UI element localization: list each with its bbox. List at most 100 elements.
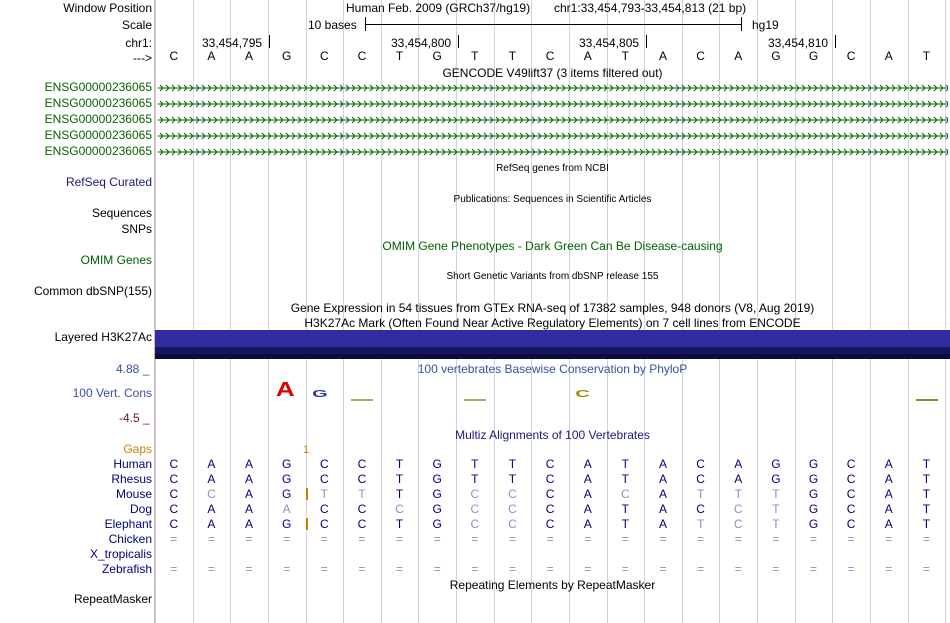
aligned-base: T (621, 472, 630, 486)
common-dbsnp-label[interactable]: Common dbSNP(155) (33, 284, 152, 298)
aligned-base: C (169, 487, 179, 501)
species-label[interactable]: Rhesus (111, 472, 152, 486)
aligned-base: A (245, 472, 254, 486)
gene-label[interactable]: ENSG00000236065 (44, 112, 152, 126)
aligned-base: = (697, 532, 705, 546)
logo-letter: A (275, 379, 295, 401)
species-label[interactable]: Elephant (104, 517, 152, 531)
aligned-base: G (771, 472, 781, 486)
gene-feature[interactable] (158, 98, 948, 110)
aligned-base: = (621, 532, 629, 546)
aligned-base: T (395, 487, 404, 501)
coord-tick-mark (269, 35, 270, 48)
gene-label[interactable]: ENSG00000236065 (44, 80, 152, 94)
aligned-base: A (884, 502, 893, 516)
aligned-base: = (734, 562, 742, 576)
aligned-base: G (808, 502, 819, 516)
gene-feature[interactable] (158, 146, 948, 158)
scale-label: Scale (121, 18, 152, 32)
window-position-label: Window Position (63, 1, 152, 15)
aligned-base: C (846, 457, 856, 471)
grid-line (493, 0, 495, 623)
aligned-base: = (396, 532, 404, 546)
omim-genes-label[interactable]: OMIM Genes (80, 253, 152, 267)
aligned-base: C (470, 517, 480, 531)
gene-feature[interactable] (158, 82, 948, 94)
layered-h3k27ac-label[interactable]: Layered H3K27Ac (54, 330, 152, 344)
aligned-base: = (734, 532, 742, 546)
multiz-title: Multiz Alignments of 100 Vertebrates (455, 428, 650, 442)
coord-tick: 33,454,805 (579, 36, 640, 50)
aligned-base: T (621, 502, 630, 516)
aligned-base: G (432, 517, 442, 531)
h3k27ac-signal[interactable] (155, 330, 950, 359)
aligned-base: T (922, 487, 931, 501)
aligned-base: = (207, 562, 215, 576)
aligned-base: A (884, 487, 893, 501)
coord-tick: 33,454,800 (391, 36, 452, 50)
aligned-base: G (432, 487, 442, 501)
species-label[interactable]: Chicken (108, 532, 152, 546)
gene-label[interactable]: ENSG00000236065 (44, 128, 152, 142)
aligned-base: = (659, 532, 667, 546)
repeatmasker-title: Repeating Elements by RepeatMasker (449, 578, 656, 592)
publications-title: Publications: Sequences in Scientific Ar… (453, 194, 652, 205)
aligned-base: = (809, 532, 817, 546)
conservation-mark (351, 399, 374, 401)
aligned-base: C (169, 457, 179, 471)
gene-label[interactable]: ENSG00000236065 (44, 144, 152, 158)
aligned-base: = (621, 562, 629, 576)
sequences-label[interactable]: Sequences (91, 206, 152, 220)
label-separator (154, 0, 155, 623)
aligned-base: A (658, 487, 667, 501)
grid-line (456, 0, 458, 623)
insertion-marker (306, 518, 308, 530)
reference-base: G (808, 49, 819, 63)
aligned-base: T (922, 517, 931, 531)
base-grid (155, 0, 950, 623)
species-label[interactable]: Zebrafish (101, 562, 152, 576)
aligned-base: G (432, 457, 442, 471)
gaps-label: Gaps (123, 442, 152, 456)
aligned-base: = (584, 532, 592, 546)
species-label[interactable]: Dog (129, 502, 152, 516)
aligned-base: G (808, 487, 819, 501)
conservation-mark (915, 399, 938, 401)
reference-base: C (545, 49, 555, 63)
aligned-base: A (658, 457, 667, 471)
phylop-max: 4.88 _ (116, 362, 150, 376)
grid-line (794, 0, 796, 623)
snps-label[interactable]: SNPs (121, 222, 152, 236)
refseq-curated-label[interactable]: RefSeq Curated (65, 175, 152, 189)
reference-base: A (207, 49, 216, 63)
species-label[interactable]: Mouse (115, 487, 152, 501)
aligned-base: = (283, 532, 291, 546)
vert-cons-label[interactable]: 100 Vert. Cons (72, 386, 152, 400)
gene-strand-icon (158, 84, 948, 92)
phylop-title: 100 vertebrates Basewise Conservation by… (417, 362, 688, 376)
aligned-base: = (847, 562, 855, 576)
aligned-base: C (696, 502, 705, 516)
species-label[interactable]: Human (113, 457, 152, 471)
gene-feature[interactable] (158, 130, 948, 142)
grid-line (945, 0, 947, 623)
reference-base: T (508, 49, 517, 63)
species-label[interactable]: X_tropicalis (89, 547, 152, 561)
gene-label[interactable]: ENSG00000236065 (44, 96, 152, 110)
repeatmasker-label[interactable]: RepeatMasker (73, 592, 152, 606)
gencode-title[interactable]: GENCODE V49lift37 (3 items filtered out) (442, 66, 663, 80)
reference-base: G (282, 49, 292, 63)
gene-strand-icon (158, 116, 948, 124)
position-readout[interactable]: chr1:33,454,793-33,454,813 (21 bp) (554, 1, 747, 15)
reference-base: A (658, 49, 667, 63)
gene-feature[interactable] (158, 114, 948, 126)
aligned-base: G (282, 517, 292, 531)
aligned-base: T (772, 517, 780, 531)
aligned-base: T (395, 457, 404, 471)
aligned-base: = (320, 562, 328, 576)
coord-tick: 33,454,795 (202, 36, 263, 50)
aligned-base: = (396, 562, 404, 576)
gene-strand-icon (158, 148, 948, 156)
aligned-base: T (922, 472, 931, 486)
aligned-base: = (546, 532, 554, 546)
